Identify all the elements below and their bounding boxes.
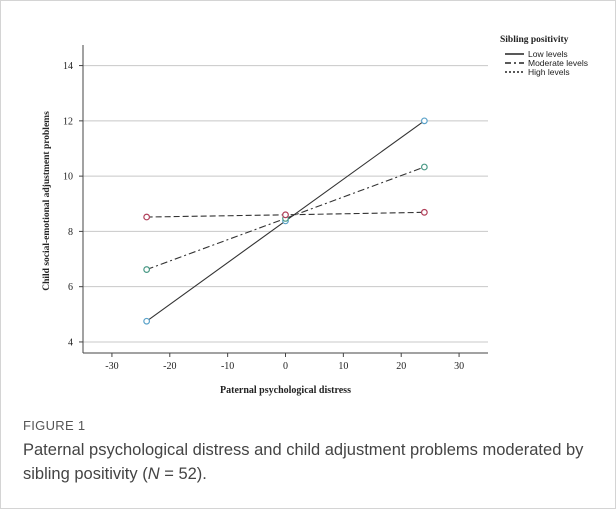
data-point xyxy=(143,317,151,325)
y-tick-label: 6 xyxy=(68,282,73,293)
x-tick-label: -30 xyxy=(105,361,118,372)
y-tick-label: 4 xyxy=(68,337,73,348)
x-tick-label: 10 xyxy=(338,361,348,372)
legend-label: High levels xyxy=(528,67,570,77)
x-axis-title: Paternal psychological distress xyxy=(220,385,351,396)
data-point xyxy=(282,211,289,219)
caption-text-after: = 52). xyxy=(159,465,207,483)
x-tick-label: 30 xyxy=(454,361,464,372)
figure-label: FIGURE 1 xyxy=(23,418,86,433)
x-tick-label: 0 xyxy=(283,361,288,372)
data-point xyxy=(420,163,428,171)
interaction-line-chart: 4 6 8 10 12 14 -30 -20 -10 0 10 20 30 Paternal psycho… xyxy=(42,35,588,396)
y-tick-label: 10 xyxy=(63,172,73,183)
data-point xyxy=(143,266,151,273)
data-point xyxy=(420,117,428,125)
y-tick-label: 12 xyxy=(63,116,73,127)
x-tick-label: 20 xyxy=(396,361,406,372)
caption-text-before: Paternal psychological distress and chil… xyxy=(23,441,584,483)
legend-label: Moderate levels xyxy=(528,58,588,68)
figure-caption: Paternal psychological distress and chil… xyxy=(23,438,593,486)
y-axis-title: Child social-emotional adjustment proble… xyxy=(42,111,52,291)
x-tick-label: -20 xyxy=(163,361,176,372)
x-tick-label: -10 xyxy=(221,361,234,372)
legend-title: Sibling positivity xyxy=(500,35,569,45)
legend-label: Low levels xyxy=(528,49,568,59)
series-line-2 xyxy=(146,166,425,271)
y-tick-label: 14 xyxy=(63,61,73,72)
data-point xyxy=(420,208,428,216)
caption-n-symbol: N xyxy=(147,465,160,483)
y-tick-label: 8 xyxy=(68,227,73,238)
data-point xyxy=(143,213,151,221)
